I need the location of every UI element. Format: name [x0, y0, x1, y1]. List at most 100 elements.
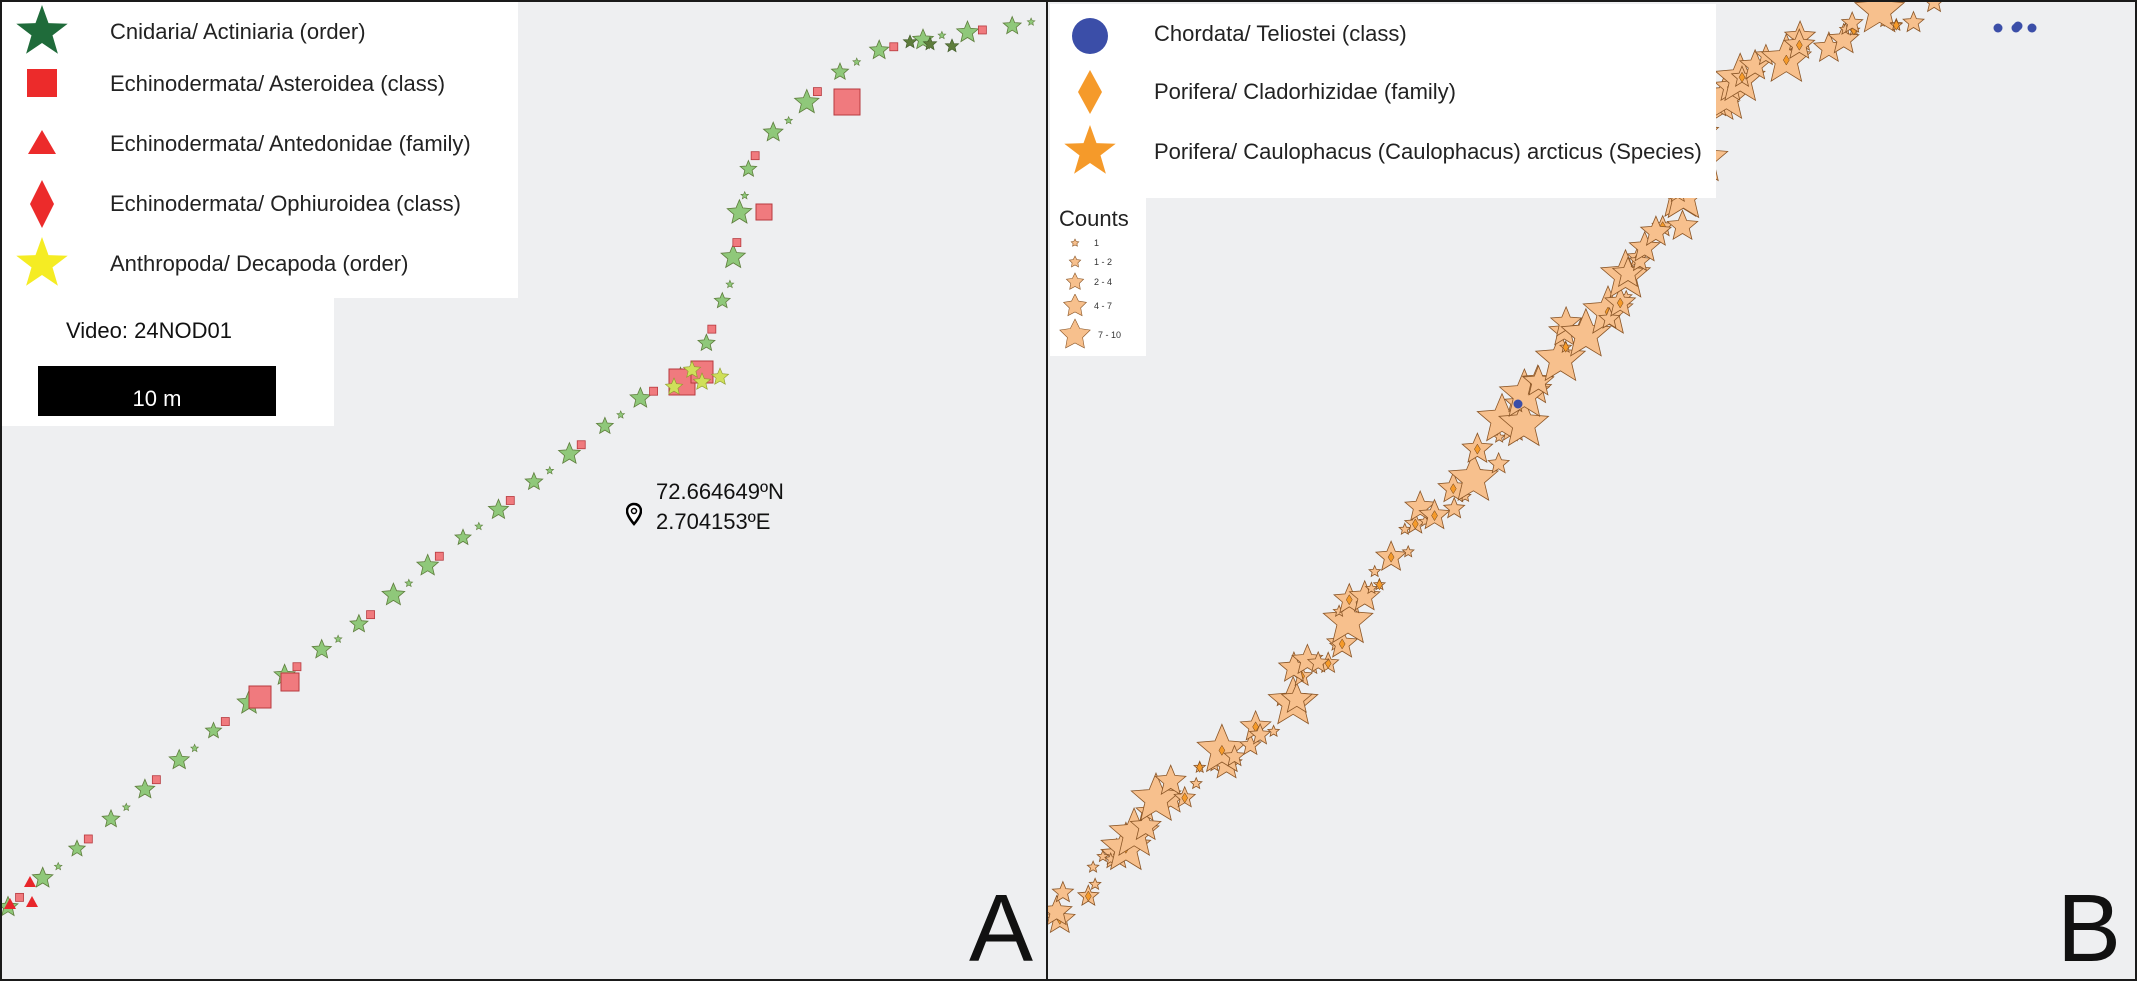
caulophacus-marker: [1398, 522, 1412, 536]
yellow-star-icon: [16, 237, 68, 286]
asteroidea-marker: [750, 151, 760, 161]
caulophacus-marker: [1598, 306, 1621, 329]
caulophacus-marker: [1154, 764, 1187, 796]
caulophacus-marker: [1447, 452, 1500, 501]
cladorhizidae-marker: [1376, 579, 1383, 591]
actiniaria-marker: [697, 333, 716, 352]
asteroidea-cluster-marker: [280, 672, 300, 692]
count-class-label: 1: [1094, 238, 1100, 248]
actiniaria-marker: [725, 279, 735, 289]
caulophacus-marker: [1348, 579, 1381, 611]
actiniaria-marker: [784, 115, 794, 125]
actiniaria-marker: [134, 778, 156, 799]
asteroidea-marker: [15, 892, 24, 902]
caulophacus-marker: [1239, 733, 1262, 756]
caulophacus-marker: [1401, 544, 1415, 558]
actiniaria-marker: [487, 498, 510, 520]
cladorhizidae-marker: [1412, 518, 1419, 530]
caulophacus-marker: [1129, 809, 1162, 841]
actiniaria-marker: [381, 582, 406, 606]
cladorhizidae-marker: [1616, 297, 1624, 309]
count-star-icon: [1070, 238, 1080, 247]
actiniaria-marker: [955, 20, 980, 43]
actiniaria-marker: [713, 291, 732, 309]
actiniaria-marker: [720, 243, 747, 269]
count-star-icon: [1062, 294, 1088, 317]
legend-symbol-star: [16, 5, 68, 54]
blue-circle-icon: [1072, 18, 1108, 54]
legend-item-caulophacus: Porifera/ Caulophacus (Caulophacus) arct…: [1060, 122, 1702, 182]
legend-symbol-star: [16, 237, 68, 286]
actiniaria-marker: [101, 808, 121, 828]
latitude-text: 72.664649ºN: [656, 479, 784, 504]
actiniaria-marker: [902, 34, 918, 49]
caulophacus-marker: [1628, 249, 1652, 272]
caulophacus-marker: [1364, 581, 1379, 595]
asteroidea-marker: [292, 662, 302, 672]
actiniaria-marker: [53, 861, 63, 871]
decapoda-marker: [692, 372, 712, 390]
actiniaria-marker: [31, 866, 54, 888]
map-panel-b: Chordata/ Teliostei (class) Porifera/ Cl…: [1046, 0, 2137, 981]
red-diamond-icon: [30, 180, 54, 228]
caulophacus-marker: [1306, 650, 1330, 673]
legend-symbol-square: [27, 69, 57, 97]
antedonidae-marker: [24, 876, 36, 887]
actiniaria-marker: [937, 30, 947, 40]
counts-class-2: 1 - 2: [1062, 254, 1112, 270]
asteroidea-marker: [220, 717, 230, 726]
caulophacus-marker: [1051, 880, 1075, 903]
asteroidea-marker: [434, 551, 444, 561]
red-triangle-icon: [28, 130, 56, 154]
asteroidea-marker: [889, 42, 899, 52]
map-pin-icon: [626, 502, 642, 526]
cladorhizidae-marker: [1196, 761, 1203, 773]
cladorhizidae-marker: [1345, 594, 1353, 606]
actiniaria-marker: [852, 57, 862, 66]
actiniaria-marker: [762, 121, 784, 142]
asteroidea-marker: [505, 496, 515, 505]
asteroidea-marker: [366, 610, 375, 620]
panel-letter-a: A: [968, 875, 1033, 981]
caulophacus-marker: [1086, 860, 1100, 873]
caulophacus-marker: [1266, 724, 1281, 738]
actiniaria-marker: [168, 748, 191, 770]
asteroidea-marker: [977, 25, 987, 35]
decapoda-marker: [664, 377, 684, 395]
teliostei-marker: [2013, 21, 2023, 31]
count-star-icon: [1065, 272, 1085, 290]
asteroidea-cluster-marker: [755, 203, 773, 221]
counts-legend: Counts 1 1 - 2 2 - 4 4 - 7 7 - 10: [1050, 198, 1146, 356]
count-star-icon: [1068, 255, 1082, 268]
actiniaria-marker: [524, 471, 544, 491]
actiniaria-marker: [415, 553, 440, 576]
actiniaria-marker: [404, 578, 414, 588]
actiniaria-marker: [474, 521, 484, 531]
teliostei-marker: [1993, 23, 2003, 33]
actiniaria-marker: [121, 802, 131, 812]
scale-bar: 10 m: [38, 366, 276, 416]
caulophacus-marker: [1611, 256, 1645, 288]
counts-class-1: 1: [1062, 236, 1099, 250]
legend-symbol-triangle: [28, 130, 56, 154]
actiniaria-marker: [67, 839, 87, 857]
orange-star-icon: [1064, 125, 1116, 174]
legend-symbol-diamond: [1078, 70, 1102, 114]
legend-label: Echinodermata/ Asteroidea (class): [110, 71, 446, 96]
map-panel-a: Cnidaria/ Actiniaria (order) Echinoderma…: [0, 0, 1049, 981]
actiniaria-marker: [629, 386, 652, 408]
legend-symbol-circle: [1072, 18, 1108, 54]
longitude-text: 2.704153ºE: [656, 509, 771, 534]
cladorhizidae-marker: [1387, 551, 1395, 563]
legend-item-antedonidae: Echinodermata/ Antedonidae (family): [12, 114, 471, 174]
caulophacus-marker: [1368, 564, 1382, 578]
caulophacus-marker: [1322, 594, 1374, 644]
asteroidea-marker: [649, 386, 658, 396]
teliostei-marker: [1513, 399, 1523, 409]
actiniaria-marker: [740, 190, 750, 200]
cladorhizidae-marker: [1085, 890, 1092, 902]
counts-class-5: 7 - 10: [1058, 318, 1121, 352]
caulophacus-marker: [1487, 451, 1511, 474]
caulophacus-marker: [1442, 496, 1466, 519]
caulophacus-marker: [1827, 22, 1860, 54]
